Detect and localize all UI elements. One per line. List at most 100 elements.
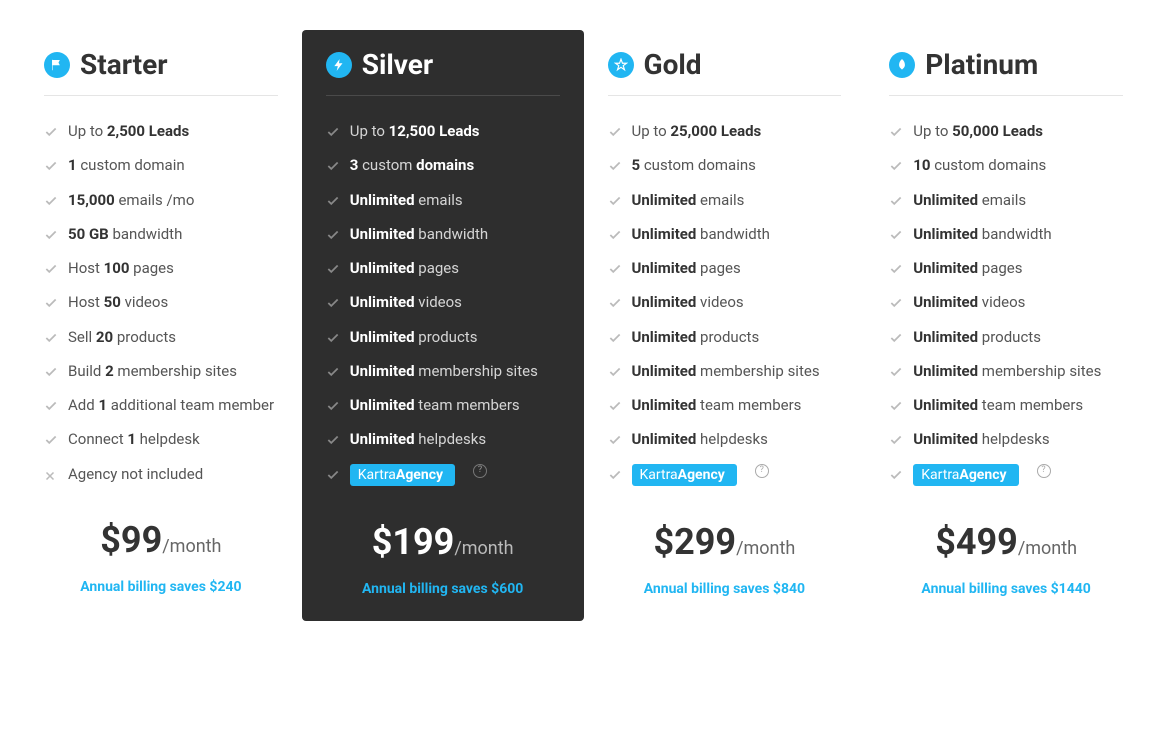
feature-text: Unlimited team members [350,395,520,415]
feature-item: Unlimited helpdesks [608,422,842,456]
feature-text: Unlimited videos [350,292,462,312]
check-icon [44,193,58,207]
feature-text: Unlimited products [350,327,478,347]
feature-item: Unlimited helpdesks [326,422,560,456]
plan-title: Platinum [925,48,1038,81]
check-icon [889,227,903,241]
feature-text: Host 50 videos [68,292,168,312]
feature-text: Up to 2,500 Leads [68,121,189,141]
feature-text: Add 1 additional team member [68,395,274,415]
check-icon [326,330,340,344]
feature-item: Unlimited membership sites [326,354,560,388]
feature-item: Up to 25,000 Leads [608,114,842,148]
plan-platinum: Platinum Up to 50,000 Leads 10 custom doma… [865,30,1147,621]
check-icon [326,124,340,138]
feature-item: Unlimited products [608,320,842,354]
plan-title: Starter [80,48,168,81]
check-icon [608,432,622,446]
feature-item: Up to 50,000 Leads [889,114,1123,148]
check-icon [608,193,622,207]
feature-item: Agency not included [44,457,278,491]
check-icon [608,364,622,378]
feature-item: 1 custom domain [44,148,278,182]
annual-billing-link[interactable]: Annual billing saves $600 [326,581,560,597]
check-icon [326,158,340,172]
feature-item: Unlimited pages [608,251,842,285]
feature-text: Build 2 membership sites [68,361,237,381]
price-row: $199/month [326,521,560,563]
feature-text: Up to 50,000 Leads [913,121,1043,141]
feature-text: Up to 12,500 Leads [350,121,480,141]
rocket-icon [889,52,915,78]
feature-item: Sell 20 products [44,320,278,354]
star-icon [608,52,634,78]
check-icon [889,398,903,412]
feature-text: Unlimited pages [632,258,741,278]
feature-item: 5 custom domains [608,148,842,182]
check-icon [326,364,340,378]
feature-item: Unlimited emails [608,183,842,217]
check-icon [44,330,58,344]
feature-item: Unlimited bandwidth [889,217,1123,251]
check-icon [608,398,622,412]
check-icon [608,330,622,344]
feature-text: Unlimited videos [913,292,1025,312]
plan-title: Silver [362,48,433,81]
feature-item: Build 2 membership sites [44,354,278,388]
feature-item: Add 1 additional team member [44,388,278,422]
feature-list: Up to 25,000 Leads5 custom domains Unlimi… [608,114,842,493]
feature-text: Unlimited emails [632,190,745,210]
price: $499 [935,521,1018,563]
feature-text: Unlimited helpdesks [913,429,1049,449]
check-icon [889,364,903,378]
plan-header: Platinum [889,48,1123,96]
feature-text: Unlimited bandwidth [632,224,770,244]
feature-item: Unlimited videos [608,285,842,319]
feature-text: 3 custom domains [350,155,474,175]
feature-text: Unlimited products [632,327,760,347]
feature-text: Unlimited pages [350,258,459,278]
check-icon [44,295,58,309]
feature-item: Unlimited helpdesks [889,422,1123,456]
check-icon [608,227,622,241]
feature-item: 3 custom domains [326,148,560,182]
plan-header: Silver [326,48,560,96]
plan-silver: Silver Up to 12,500 Leads 3 custom domains… [302,30,584,621]
agency-badge: Kartra Agency [632,464,737,487]
price-suffix: /month [1018,538,1077,559]
check-icon [608,295,622,309]
feature-list: Up to 2,500 Leads 1 custom domain 15,000 e… [44,114,278,491]
plan-title: Gold [644,48,702,81]
annual-billing-link[interactable]: Annual billing saves $840 [608,581,842,597]
flag-icon [44,52,70,78]
feature-text: Unlimited bandwidth [913,224,1051,244]
help-icon[interactable]: ? [473,464,487,478]
annual-billing-link[interactable]: Annual billing saves $240 [44,579,278,595]
feature-item: Unlimited team members [889,388,1123,422]
plan-gold: Gold Up to 25,000 Leads5 custom domains Un… [584,30,866,621]
price-row: $499/month [889,521,1123,563]
feature-text: Unlimited emails [350,190,463,210]
feature-text: 1 custom domain [68,155,185,175]
check-icon [44,364,58,378]
plan-starter: Starter Up to 2,500 Leads 1 custom domain 1… [20,30,302,621]
check-icon [44,261,58,275]
check-icon [889,432,903,446]
check-icon [326,261,340,275]
check-icon [889,467,903,481]
check-icon [608,124,622,138]
check-icon [889,193,903,207]
feature-text: Agency not included [68,464,203,484]
check-icon [326,467,340,481]
help-icon[interactable]: ? [755,464,769,478]
help-icon[interactable]: ? [1037,464,1051,478]
feature-item: 15,000 emails /mo [44,183,278,217]
feature-text: Unlimited membership sites [913,361,1101,381]
check-icon [44,124,58,138]
feature-item: 10 custom domains [889,148,1123,182]
plan-header: Gold [608,48,842,96]
annual-billing-link[interactable]: Annual billing saves $1440 [889,581,1123,597]
feature-text: Unlimited team members [632,395,802,415]
check-icon [44,227,58,241]
price-row: $99/month [44,519,278,561]
